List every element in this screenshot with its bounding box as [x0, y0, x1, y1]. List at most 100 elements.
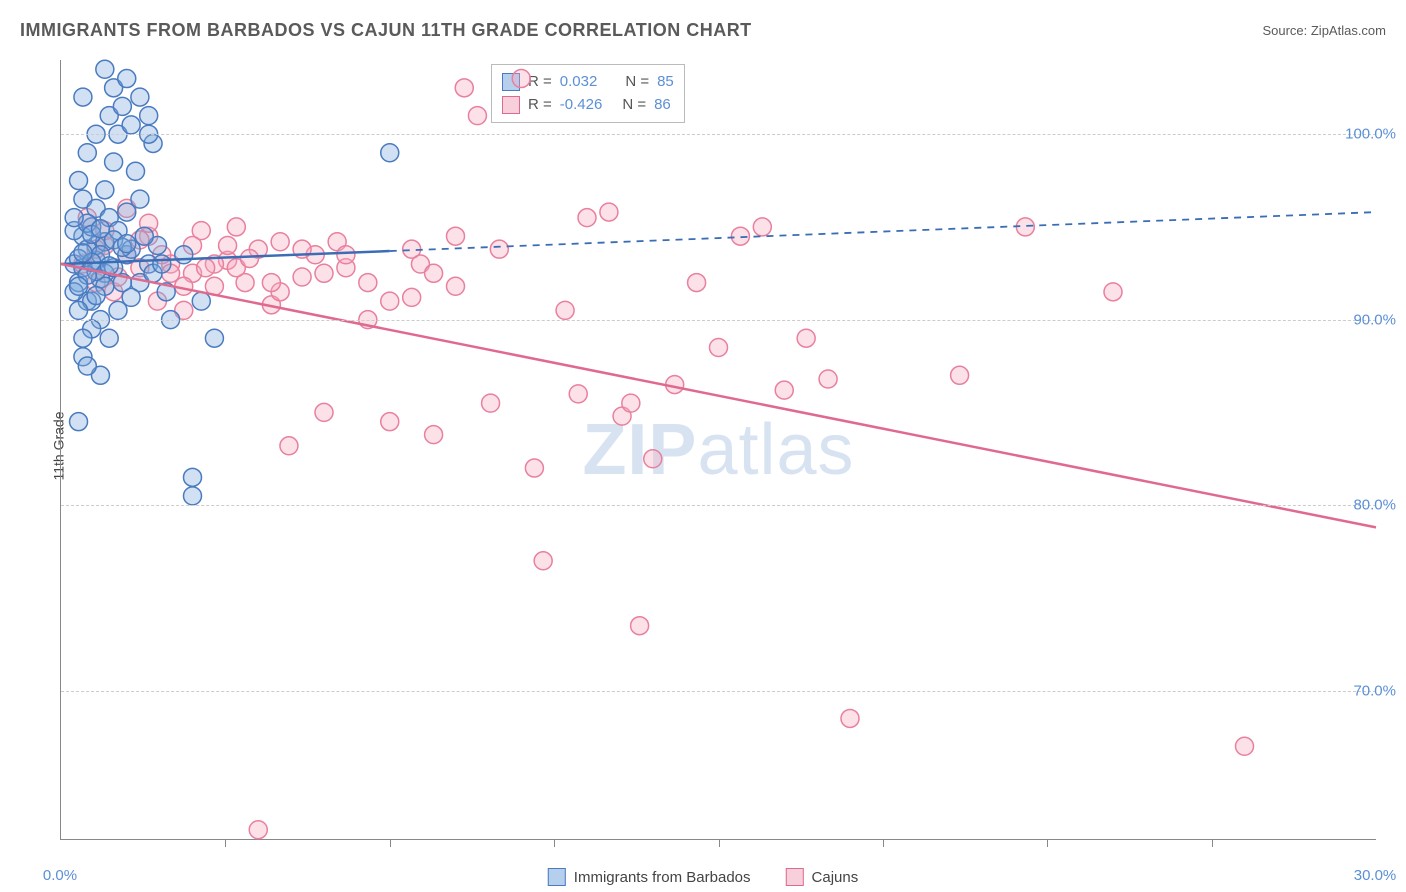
- point-barbados: [118, 70, 136, 88]
- point-cajuns: [482, 394, 500, 412]
- point-cajuns: [240, 249, 258, 267]
- chart-header: IMMIGRANTS FROM BARBADOS VS CAJUN 11TH G…: [20, 20, 1386, 41]
- point-barbados: [78, 357, 96, 375]
- point-cajuns: [337, 246, 355, 264]
- point-cajuns: [262, 274, 280, 292]
- point-cajuns: [455, 79, 473, 97]
- point-cajuns: [447, 227, 465, 245]
- point-barbados: [127, 162, 145, 180]
- point-cajuns: [600, 203, 618, 221]
- point-barbados: [105, 153, 123, 171]
- point-cajuns: [403, 288, 421, 306]
- swatch-pink-icon: [786, 868, 804, 886]
- source-attribution: Source: ZipAtlas.com: [1262, 23, 1386, 38]
- point-barbados: [205, 329, 223, 347]
- plot-area: ZIPatlas R = 0.032 N = 85 R = -0.426 N =…: [60, 60, 1376, 840]
- point-cajuns: [512, 70, 530, 88]
- swatch-blue-icon: [548, 868, 566, 886]
- gridline-h: [61, 134, 1376, 135]
- point-cajuns: [315, 403, 333, 421]
- point-cajuns: [280, 437, 298, 455]
- point-cajuns: [271, 233, 289, 251]
- gridline-h: [61, 505, 1376, 506]
- point-barbados: [131, 88, 149, 106]
- y-tick-label: 90.0%: [1353, 311, 1396, 328]
- x-tick: [883, 839, 884, 847]
- point-cajuns: [951, 366, 969, 384]
- point-cajuns: [1104, 283, 1122, 301]
- x-tick: [390, 839, 391, 847]
- y-tick-label: 100.0%: [1345, 126, 1396, 143]
- point-barbados: [70, 277, 88, 295]
- point-cajuns: [227, 218, 245, 236]
- point-cajuns: [249, 821, 267, 839]
- trendline-barbados-ext: [390, 212, 1376, 251]
- point-barbados: [65, 209, 83, 227]
- point-barbados: [175, 246, 193, 264]
- point-cajuns: [219, 236, 237, 254]
- point-cajuns: [197, 259, 215, 277]
- point-barbados: [118, 235, 136, 253]
- legend-item-cajuns: Cajuns: [786, 868, 859, 886]
- point-cajuns: [819, 370, 837, 388]
- point-cajuns: [447, 277, 465, 295]
- point-barbados: [140, 107, 158, 125]
- point-cajuns: [644, 450, 662, 468]
- point-cajuns: [293, 268, 311, 286]
- point-cajuns: [381, 413, 399, 431]
- point-cajuns: [359, 274, 377, 292]
- point-cajuns: [425, 264, 443, 282]
- x-tick-label: 0.0%: [43, 867, 77, 884]
- point-cajuns: [688, 274, 706, 292]
- x-tick: [1212, 839, 1213, 847]
- chart-svg: [61, 60, 1376, 839]
- point-barbados: [100, 329, 118, 347]
- point-cajuns: [841, 709, 859, 727]
- point-barbados: [131, 190, 149, 208]
- source-label: Source:: [1262, 23, 1310, 38]
- point-barbados: [91, 220, 109, 238]
- point-barbados: [70, 172, 88, 190]
- y-tick-label: 70.0%: [1353, 682, 1396, 699]
- legend-item-barbados: Immigrants from Barbados: [548, 868, 751, 886]
- point-barbados: [74, 244, 92, 262]
- point-barbados: [113, 97, 131, 115]
- point-cajuns: [753, 218, 771, 236]
- point-barbados: [122, 288, 140, 306]
- chart-title: IMMIGRANTS FROM BARBADOS VS CAJUN 11TH G…: [20, 20, 752, 41]
- point-barbados: [74, 88, 92, 106]
- point-cajuns: [578, 209, 596, 227]
- point-cajuns: [797, 329, 815, 347]
- point-cajuns: [381, 292, 399, 310]
- point-barbados: [78, 144, 96, 162]
- point-cajuns: [425, 426, 443, 444]
- point-cajuns: [631, 617, 649, 635]
- y-tick-label: 80.0%: [1353, 497, 1396, 514]
- point-cajuns: [556, 301, 574, 319]
- source-link[interactable]: ZipAtlas.com: [1311, 23, 1386, 38]
- series-legend: Immigrants from Barbados Cajuns: [548, 868, 858, 886]
- point-barbados: [87, 287, 105, 305]
- point-cajuns: [622, 394, 640, 412]
- x-tick: [1047, 839, 1048, 847]
- point-barbados: [135, 227, 153, 245]
- trendline-cajuns: [61, 264, 1376, 527]
- point-cajuns: [490, 240, 508, 258]
- point-cajuns: [569, 385, 587, 403]
- point-barbados: [381, 144, 399, 162]
- point-barbados: [184, 468, 202, 486]
- point-cajuns: [315, 264, 333, 282]
- point-cajuns: [775, 381, 793, 399]
- point-cajuns: [1236, 737, 1254, 755]
- point-barbados: [184, 487, 202, 505]
- x-tick-label: 30.0%: [1354, 867, 1397, 884]
- point-barbados: [96, 181, 114, 199]
- point-barbados: [70, 301, 88, 319]
- point-cajuns: [710, 338, 728, 356]
- point-cajuns: [534, 552, 552, 570]
- x-tick: [719, 839, 720, 847]
- x-tick: [554, 839, 555, 847]
- legend-label: Immigrants from Barbados: [574, 869, 751, 886]
- legend-label: Cajuns: [812, 869, 859, 886]
- point-barbados: [74, 329, 92, 347]
